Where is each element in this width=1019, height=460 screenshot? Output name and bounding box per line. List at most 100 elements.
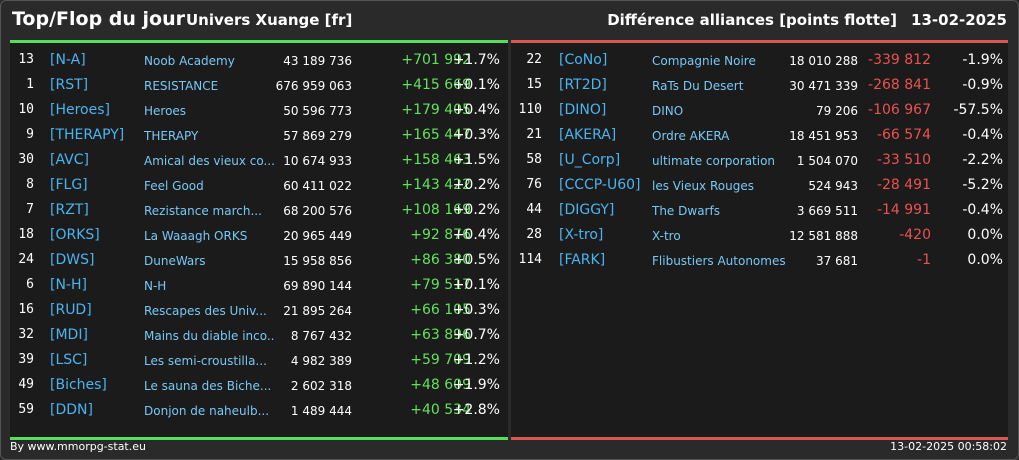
header: Top/Flop du jour Univers Xuange [fr] Dif… xyxy=(0,0,1019,40)
alliance-row: 59 [DDN] Donjon de naheulb... 1 489 444 +40 … xyxy=(10,398,508,423)
alliance-name[interactable]: DuneWars xyxy=(144,254,206,268)
universe-label: Univers Xuange [fr] xyxy=(186,11,353,29)
percent-change: +0.2% xyxy=(452,177,500,193)
alliance-name[interactable]: les Vieux Rouges xyxy=(652,179,754,193)
alliance-name[interactable]: DINO xyxy=(652,104,684,118)
alliance-name[interactable]: Rezistance march... xyxy=(144,204,262,218)
alliance-name[interactable]: Rescapes des Univ... xyxy=(144,304,267,318)
alliance-tag[interactable]: [DIGGY] xyxy=(559,202,615,218)
alliance-name[interactable]: La Waaagh ORKS xyxy=(144,229,248,243)
alliance-points: 18 010 288 xyxy=(789,54,858,68)
alliance-points: 68 200 576 xyxy=(283,204,352,218)
alliance-row: 28 [X-tro] X-tro 12 581 888 -420 0.0% xyxy=(511,223,1008,248)
points-diff: -14 991 xyxy=(876,202,931,218)
alliance-row: 7 [RZT] Rezistance march... 68 200 576 +108 … xyxy=(10,198,508,223)
percent-change: +1.7% xyxy=(452,52,500,68)
alliance-rank: 76 xyxy=(526,177,542,192)
points-diff: -420 xyxy=(899,227,931,243)
alliance-tag[interactable]: [LSC] xyxy=(50,352,88,368)
percent-change: +1.5% xyxy=(452,152,500,168)
alliance-row: 13 [N-A] Noob Academy 43 189 736 +701 992 +1.… xyxy=(10,48,508,73)
alliance-points: 10 674 933 xyxy=(283,154,352,168)
percent-change: -0.4% xyxy=(962,202,1003,218)
points-diff: -28 491 xyxy=(876,177,931,193)
alliance-points: 524 943 xyxy=(808,179,858,193)
alliance-tag[interactable]: [X-tro] xyxy=(559,227,604,243)
alliance-rank: 58 xyxy=(526,152,542,167)
alliance-name[interactable]: X-tro xyxy=(652,229,681,243)
alliance-tag[interactable]: [CoNo] xyxy=(559,52,608,68)
alliance-tag[interactable]: [THERAPY] xyxy=(50,127,125,143)
alliance-points: 79 206 xyxy=(816,104,858,118)
percent-change: -0.4% xyxy=(962,127,1003,143)
alliance-name[interactable]: Les semi-croustilla... xyxy=(144,354,267,368)
alliance-name[interactable]: RaTs Du Desert xyxy=(652,79,744,93)
alliance-name[interactable]: The Dwarfs xyxy=(652,204,720,218)
alliance-tag[interactable]: [RT2D] xyxy=(559,77,607,93)
alliance-tag[interactable]: [CCCP-U60] xyxy=(559,177,641,193)
alliance-rank: 59 xyxy=(18,402,34,417)
alliance-points: 18 451 953 xyxy=(789,129,858,143)
alliance-tag[interactable]: [Biches] xyxy=(50,377,107,393)
alliance-tag[interactable]: [RUD] xyxy=(50,302,92,318)
alliance-tag[interactable]: [MDI] xyxy=(50,327,88,343)
alliance-name[interactable]: Feel Good xyxy=(144,179,204,193)
percent-change: +1.2% xyxy=(452,352,500,368)
alliance-points: 1 489 444 xyxy=(290,404,352,418)
alliance-tag[interactable]: [FLG] xyxy=(50,177,88,193)
alliance-points: 20 965 449 xyxy=(283,229,352,243)
alliance-name[interactable]: Heroes xyxy=(144,104,187,118)
points-diff: -106 967 xyxy=(868,102,931,118)
points-diff: +40 534 xyxy=(410,402,471,418)
percent-change: 0.0% xyxy=(967,227,1003,243)
points-diff: +92 876 xyxy=(410,227,471,243)
alliance-rank: 8 xyxy=(26,177,34,192)
alliance-name[interactable]: Ordre AKERA xyxy=(652,129,730,143)
percent-change: +0.3% xyxy=(452,302,500,318)
points-diff: +108 169 xyxy=(401,202,471,218)
alliance-name[interactable]: N-H xyxy=(144,279,167,293)
alliance-name[interactable]: Le sauna des Biche... xyxy=(144,379,272,393)
alliance-tag[interactable]: [RZT] xyxy=(50,202,89,218)
alliance-points: 21 895 264 xyxy=(283,304,352,318)
alliance-rank: 28 xyxy=(526,227,542,242)
alliance-rank: 21 xyxy=(526,127,542,142)
alliance-row: 39 [LSC] Les semi-croustilla... 4 982 389 +5… xyxy=(10,348,508,373)
alliance-name[interactable]: RESISTANCE xyxy=(144,79,219,93)
points-diff: +701 992 xyxy=(401,52,471,68)
alliance-name[interactable]: Compagnie Noire xyxy=(652,54,756,68)
alliance-tag[interactable]: [DDN] xyxy=(50,402,93,418)
alliance-tag[interactable]: [AVC] xyxy=(50,152,89,168)
alliance-name[interactable]: Noob Academy xyxy=(144,54,235,68)
alliance-points: 3 669 511 xyxy=(796,204,858,218)
alliance-tag[interactable]: [DINO] xyxy=(559,102,607,118)
alliance-tag[interactable]: [U_Corp] xyxy=(559,152,621,168)
alliance-tag[interactable]: [RST] xyxy=(50,77,89,93)
points-diff: +59 709 xyxy=(410,352,471,368)
alliance-tag[interactable]: [AKERA] xyxy=(559,127,617,143)
percent-change: +0.5% xyxy=(452,252,500,268)
alliance-name[interactable]: Amical des vieux co... xyxy=(144,154,274,168)
alliance-tag[interactable]: [Heroes] xyxy=(50,102,110,118)
points-diff: +143 422 xyxy=(401,177,471,193)
footer-timestamp: 13-02-2025 00:58:02 xyxy=(890,440,1007,453)
percent-change: -5.2% xyxy=(962,177,1003,193)
points-diff: +165 447 xyxy=(401,127,471,143)
alliance-tag[interactable]: [N-A] xyxy=(50,52,86,68)
alliance-row: 110 [DINO] DINO 79 206 -106 967 -57.5% xyxy=(511,98,1008,123)
alliance-name[interactable]: Flibustiers Autonomes xyxy=(652,254,786,268)
alliance-name[interactable]: Donjon de naheulb... xyxy=(144,404,270,418)
alliance-points: 60 411 022 xyxy=(283,179,352,193)
percent-change: +0.4% xyxy=(452,102,500,118)
alliance-name[interactable]: ultimate corporation xyxy=(652,154,776,168)
alliance-rank: 18 xyxy=(18,227,34,242)
alliance-rank: 39 xyxy=(18,352,34,367)
alliance-name[interactable]: THERAPY xyxy=(144,129,199,143)
alliance-tag[interactable]: [FARK] xyxy=(559,252,606,268)
alliance-name[interactable]: Mains du diable inco... xyxy=(144,329,274,343)
alliance-row: 1 [RST] RESISTANCE 676 959 063 +415 669 +0.1% xyxy=(10,73,508,98)
alliance-tag[interactable]: [DWS] xyxy=(50,252,95,268)
alliance-tag[interactable]: [ORKS] xyxy=(50,227,100,243)
alliance-row: 9 [THERAPY] THERAPY 57 869 279 +165 447 +0.3% xyxy=(10,123,508,148)
alliance-tag[interactable]: [N-H] xyxy=(50,277,87,293)
